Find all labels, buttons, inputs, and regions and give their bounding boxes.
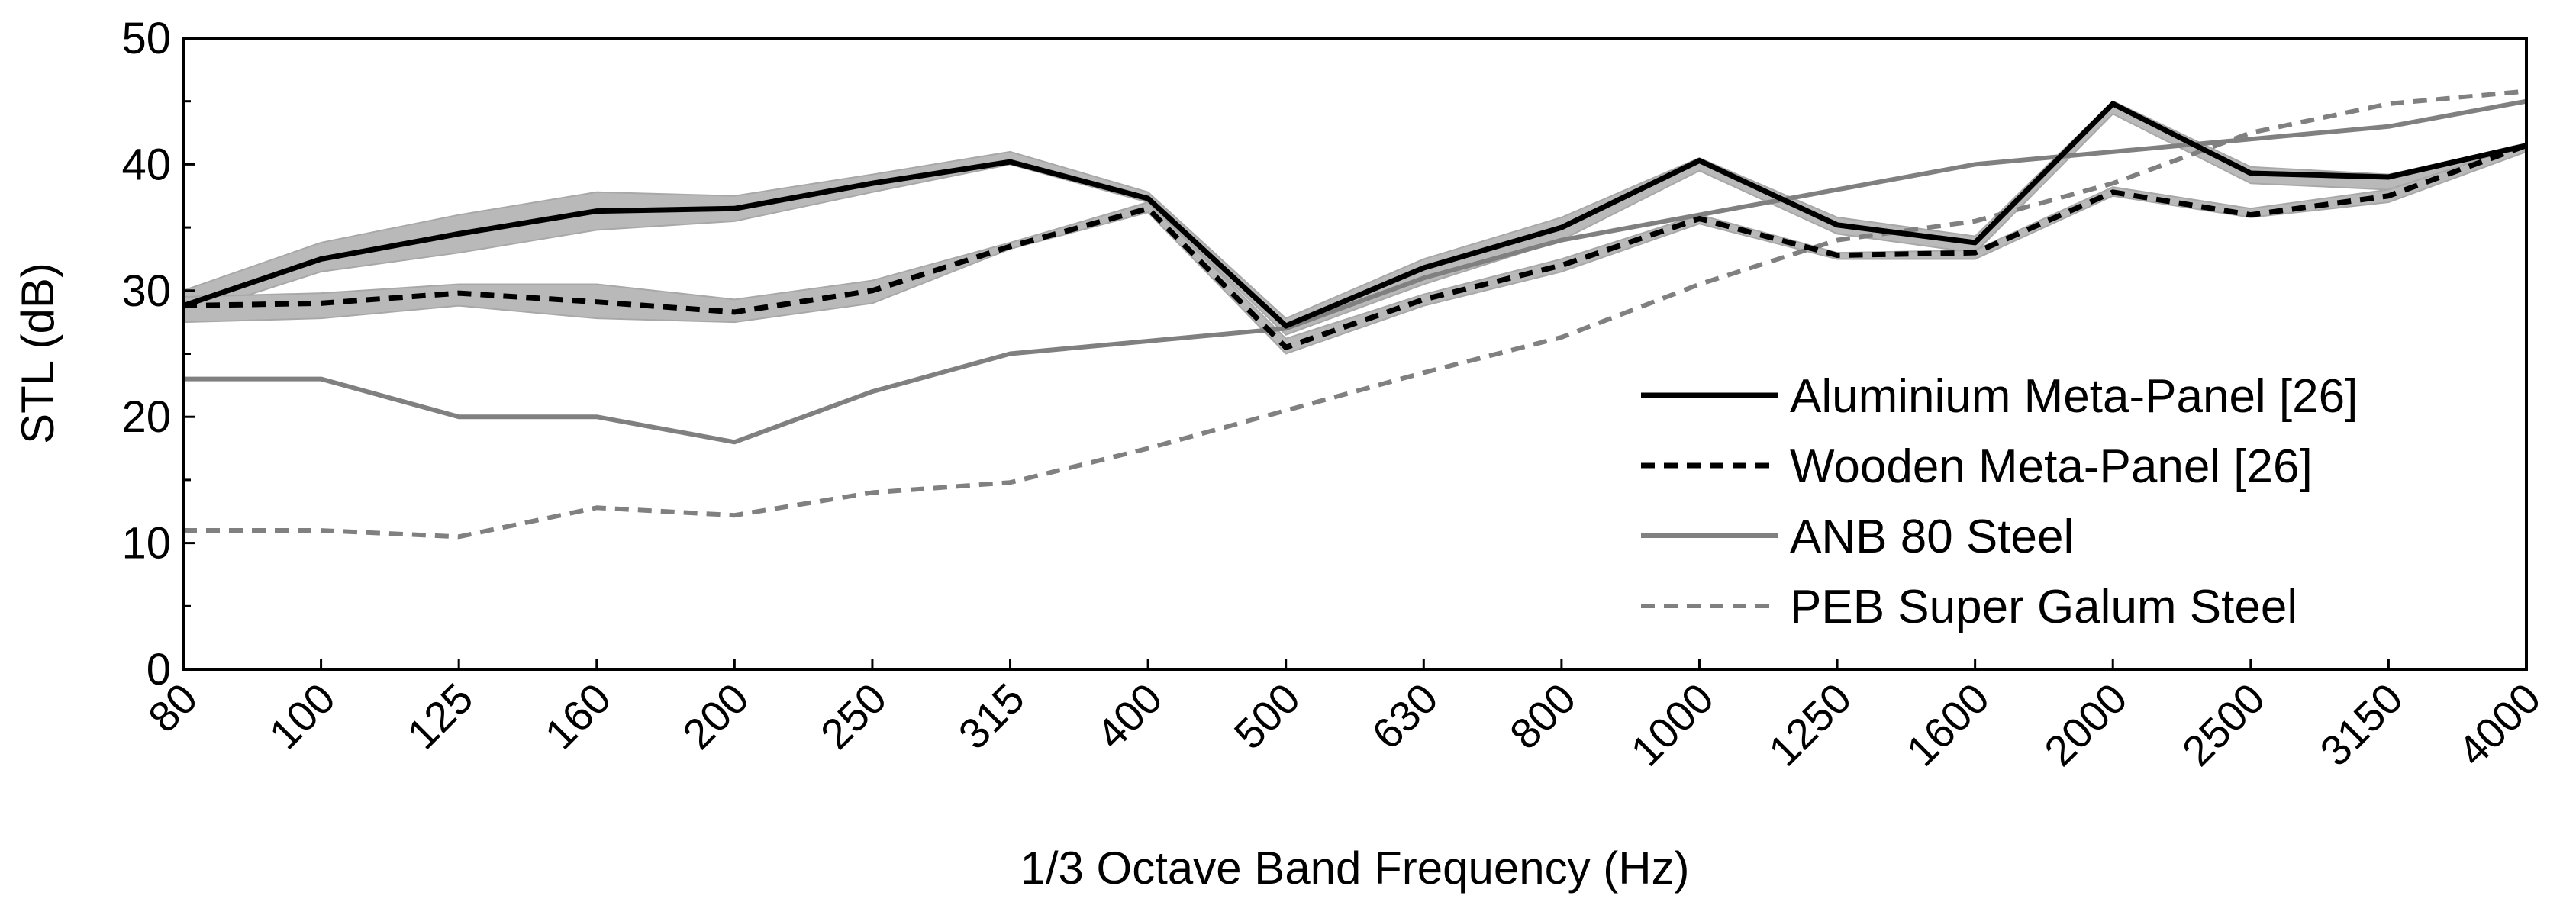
- x-tick-label: 630: [1362, 674, 1447, 759]
- x-tick-label: 2500: [2173, 674, 2275, 775]
- x-tick-label: 160: [536, 674, 621, 759]
- data-series: [182, 89, 2528, 540]
- x-tick-label: 400: [1087, 674, 1172, 759]
- x-tick-label: 4000: [2449, 674, 2550, 775]
- y-tick-label: 40: [121, 140, 171, 189]
- x-tick-label: 1600: [1897, 674, 1998, 775]
- shaded-range-bands: [182, 100, 2527, 355]
- legend-label-aluminium-meta-panel: Aluminium Meta-Panel [26]: [1790, 370, 2358, 423]
- y-tick-label: 30: [121, 266, 171, 316]
- x-tick-label: 1250: [1759, 674, 1861, 775]
- y-tick-label: 10: [121, 519, 171, 569]
- x-tick-label: 125: [398, 674, 482, 759]
- y-tick-label: 50: [121, 14, 171, 63]
- x-tick-label: 315: [949, 674, 1033, 759]
- legend-label-anb-80-steel: ANB 80 Steel: [1790, 511, 2074, 563]
- y-tick-label: 20: [121, 392, 171, 442]
- y-axis: 0 10 20 30 40 50: [121, 14, 195, 694]
- series-line-peb-super-galum-steel: [183, 89, 2527, 540]
- series-line-wooden-meta-panel: [182, 143, 2528, 350]
- x-tick-label: 800: [1501, 674, 1585, 759]
- x-tick-label: 500: [1225, 674, 1310, 759]
- series-line-aluminium-meta-panel: [182, 101, 2527, 329]
- y-axis-title: STL (dB): [12, 263, 63, 444]
- x-tick-label: 3150: [2310, 674, 2412, 775]
- legend-label-peb-super-galum-steel: PEB Super Galum Steel: [1790, 581, 2297, 633]
- y-tick-label: 0: [147, 645, 171, 694]
- x-tick-label: 250: [811, 674, 896, 759]
- x-tick-label: 100: [260, 674, 344, 759]
- x-tick-label: 200: [673, 674, 758, 759]
- x-tick-label: 2000: [2035, 674, 2136, 775]
- x-tick-label: 1000: [1621, 674, 1723, 775]
- x-axis: 80 100 125 160 200 250 315 400 500 630 800 1000 1250…: [139, 659, 2550, 775]
- x-axis-title: 1/3 Octave Band Frequency (Hz): [1020, 843, 1689, 894]
- legend: Aluminium Meta-Panel [26] Wooden Meta-Pan…: [1641, 370, 2358, 633]
- legend-label-wooden-meta-panel: Wooden Meta-Panel [26]: [1790, 440, 2313, 493]
- series-line-anb-80-steel: [183, 98, 2527, 445]
